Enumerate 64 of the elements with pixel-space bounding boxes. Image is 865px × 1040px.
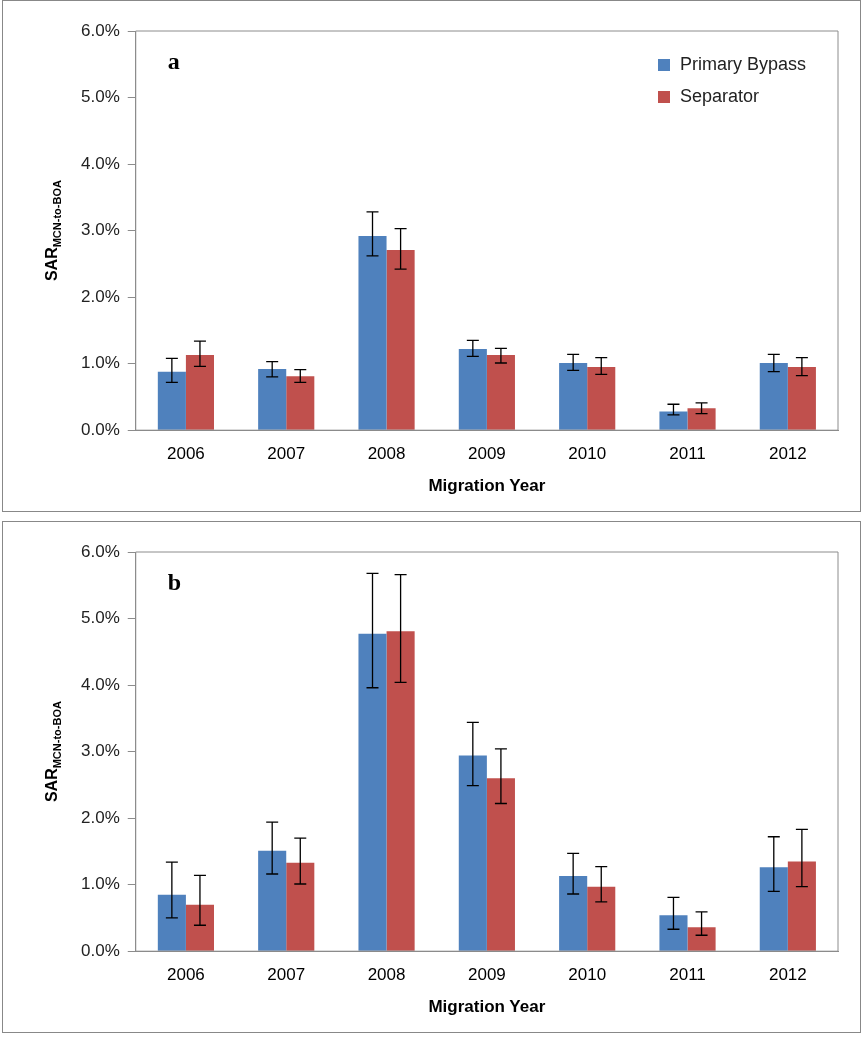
y-tick-label: 6.0%: [81, 541, 120, 561]
bar: [687, 927, 716, 951]
bar: [286, 862, 315, 951]
bar: [185, 904, 214, 951]
bar: [458, 349, 487, 430]
legend-label: Primary Bypass: [679, 53, 806, 74]
bar: [659, 915, 688, 951]
bar: [258, 368, 287, 430]
y-tick-label: 5.0%: [81, 87, 120, 107]
y-axis-title: SARMCN-to-BOA: [43, 180, 63, 282]
text: a: [167, 48, 180, 75]
bar: [787, 366, 816, 430]
y-tick-label: 2.0%: [81, 286, 120, 306]
x-axis-title: Migration Year: [428, 997, 546, 1017]
y-axis-title: SARMCN-to-BOA: [43, 701, 63, 803]
y-tick-label: 3.0%: [81, 220, 120, 240]
y-tick-label: 0.0%: [81, 940, 120, 960]
x-tick-label: 2010: [568, 965, 607, 985]
bar: [759, 363, 788, 430]
x-tick-label: 2011: [669, 444, 706, 464]
y-tick-label: 2.0%: [81, 807, 120, 827]
bar: [258, 850, 287, 951]
x-tick-label: 2006: [166, 965, 205, 985]
bar: [759, 867, 788, 951]
y-tick-label: 3.0%: [81, 741, 120, 761]
bar: [559, 363, 588, 430]
x-tick-label: 2008: [367, 965, 406, 985]
x-tick-label: 2012: [768, 444, 807, 464]
x-tick-label: 2007: [267, 965, 306, 985]
x-tick-label: 2009: [467, 965, 506, 985]
bar: [358, 633, 387, 951]
y-tick-label: 4.0%: [81, 153, 120, 173]
y-tick-label: 4.0%: [81, 674, 120, 694]
x-tick-label: 2011: [669, 965, 706, 985]
bar: [358, 235, 387, 430]
legend-label: Separator: [679, 85, 760, 106]
x-tick-label: 2010: [568, 444, 607, 464]
bar: [559, 876, 588, 951]
bar: [286, 376, 315, 430]
bar: [157, 371, 186, 430]
x-tick-label: 2008: [367, 444, 406, 464]
bar: [587, 886, 616, 951]
x-tick-label: 2009: [467, 444, 506, 464]
bar: [687, 408, 716, 430]
text: b: [167, 569, 182, 596]
bar: [486, 778, 515, 951]
bar: [157, 894, 186, 951]
bar: [386, 631, 415, 951]
bar: [587, 366, 616, 430]
x-axis-title: Migration Year: [428, 476, 546, 496]
bar: [787, 861, 816, 951]
y-tick-label: 0.0%: [81, 419, 120, 439]
bar: [458, 755, 487, 951]
x-tick-label: 2012: [768, 965, 807, 985]
bar: [185, 355, 214, 430]
bar: [659, 411, 688, 430]
y-tick-label: 1.0%: [81, 874, 120, 894]
y-tick-label: 6.0%: [81, 20, 120, 40]
x-tick-label: 2006: [166, 444, 205, 464]
x-tick-label: 2007: [267, 444, 306, 464]
bar: [386, 249, 415, 430]
bar: [486, 355, 515, 430]
y-tick-label: 5.0%: [81, 608, 120, 628]
y-tick-label: 1.0%: [81, 353, 120, 373]
